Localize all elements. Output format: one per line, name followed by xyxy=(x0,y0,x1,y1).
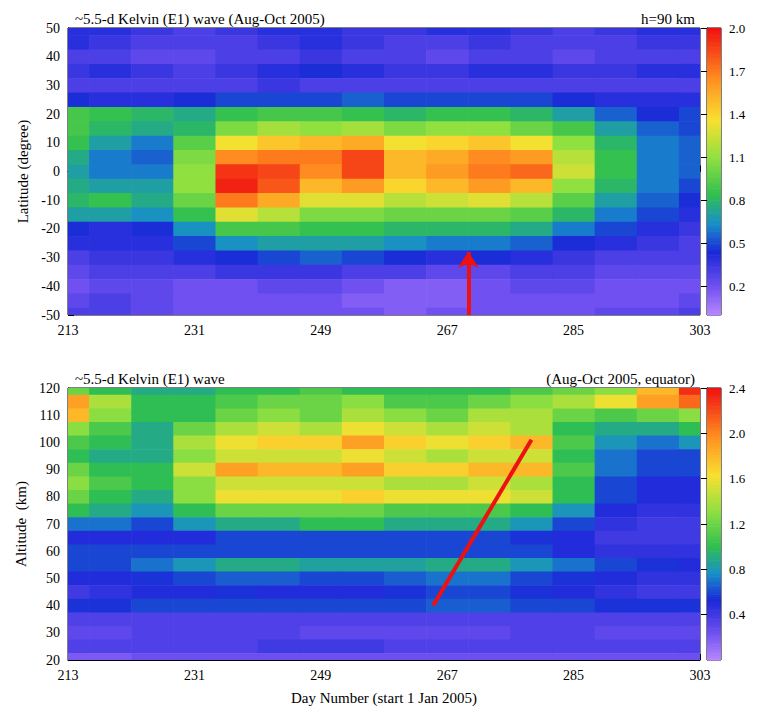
svg-text:40: 40 xyxy=(46,49,60,64)
svg-text:285: 285 xyxy=(563,668,584,683)
svg-text:267: 267 xyxy=(437,323,458,338)
svg-text:40: 40 xyxy=(46,598,60,613)
svg-text:70: 70 xyxy=(46,517,60,532)
svg-text:249: 249 xyxy=(310,668,331,683)
svg-text:h=90 km: h=90 km xyxy=(641,11,695,27)
svg-text:1.1: 1.1 xyxy=(729,150,745,165)
svg-text:80: 80 xyxy=(46,489,60,504)
svg-text:1.2: 1.2 xyxy=(729,517,745,532)
svg-text:~5.5-d Kelvin (E1) wave: ~5.5-d Kelvin (E1) wave xyxy=(75,371,225,388)
svg-text:50: 50 xyxy=(46,21,60,36)
svg-text:285: 285 xyxy=(563,323,584,338)
svg-text:0.2: 0.2 xyxy=(729,279,745,294)
svg-text:30: 30 xyxy=(46,625,60,640)
svg-text:120: 120 xyxy=(39,381,60,396)
svg-text:-30: -30 xyxy=(41,250,60,265)
svg-text:303: 303 xyxy=(690,323,711,338)
svg-text:267: 267 xyxy=(437,668,458,683)
svg-text:100: 100 xyxy=(39,435,60,450)
svg-text:213: 213 xyxy=(58,323,79,338)
svg-text:2.0: 2.0 xyxy=(729,426,745,441)
svg-text:213: 213 xyxy=(58,668,79,683)
svg-text:90: 90 xyxy=(46,462,60,477)
svg-text:10: 10 xyxy=(46,135,60,150)
svg-text:(Aug-Oct 2005, equator): (Aug-Oct 2005, equator) xyxy=(546,371,695,388)
svg-text:0: 0 xyxy=(53,164,60,179)
svg-text:2.4: 2.4 xyxy=(729,381,746,396)
svg-text:1.7: 1.7 xyxy=(729,64,746,79)
svg-text:0.5: 0.5 xyxy=(729,236,745,251)
svg-text:0.4: 0.4 xyxy=(729,607,746,622)
svg-text:1.6: 1.6 xyxy=(729,471,746,486)
svg-text:231: 231 xyxy=(184,323,205,338)
svg-text:0.8: 0.8 xyxy=(729,562,745,577)
svg-text:Altitude (km): Altitude (km) xyxy=(13,481,30,567)
svg-text:30: 30 xyxy=(46,78,60,93)
svg-text:231: 231 xyxy=(184,668,205,683)
svg-text:0.8: 0.8 xyxy=(729,193,745,208)
svg-text:20: 20 xyxy=(46,653,60,668)
svg-text:303: 303 xyxy=(690,668,711,683)
svg-text:-20: -20 xyxy=(41,221,60,236)
svg-text:2.0: 2.0 xyxy=(729,21,745,36)
svg-text:110: 110 xyxy=(40,408,60,423)
svg-text:60: 60 xyxy=(46,544,60,559)
svg-text:50: 50 xyxy=(46,571,60,586)
svg-text:20: 20 xyxy=(46,107,60,122)
svg-text:-50: -50 xyxy=(41,308,60,323)
svg-text:~5.5-d Kelvin (E1) wave (Aug-O: ~5.5-d Kelvin (E1) wave (Aug-Oct 2005) xyxy=(75,11,325,28)
svg-text:1.4: 1.4 xyxy=(729,107,746,122)
svg-text:-40: -40 xyxy=(41,279,60,294)
svg-text:Latitude (degree): Latitude (degree) xyxy=(15,120,32,224)
svg-text:Day Number (start 1 Jan 2005): Day Number (start 1 Jan 2005) xyxy=(291,690,477,707)
svg-text:-10: -10 xyxy=(41,193,60,208)
svg-text:249: 249 xyxy=(310,323,331,338)
